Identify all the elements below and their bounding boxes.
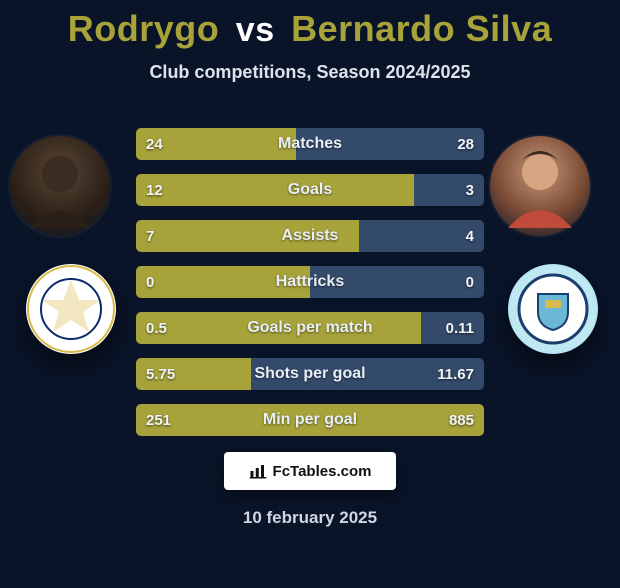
stat-bar-left <box>136 174 414 206</box>
stat-row: Hattricks00 <box>136 266 484 298</box>
stat-bar-right <box>421 312 484 344</box>
date-text: 10 february 2025 <box>0 508 620 528</box>
stat-bar-left <box>136 266 310 298</box>
player2-club-crest <box>508 264 598 354</box>
stat-bar-left <box>136 128 296 160</box>
stat-track <box>136 128 484 160</box>
stat-track <box>136 312 484 344</box>
stat-bar-left <box>136 312 421 344</box>
player1-avatar <box>10 136 110 236</box>
stat-row: Min per goal251885 <box>136 404 484 436</box>
branding-badge: FcTables.com <box>224 452 396 490</box>
branding-text: FcTables.com <box>273 463 372 480</box>
stat-bar-right <box>251 358 484 390</box>
stat-bar-right <box>310 266 484 298</box>
bar-chart-icon <box>249 462 267 480</box>
stat-bar-right <box>296 128 484 160</box>
comparison-bars: Matches2428 Goals123 Assists74 Hattricks00 G… <box>136 128 484 450</box>
stat-row: Assists74 <box>136 220 484 252</box>
player2-avatar <box>490 136 590 236</box>
stat-row: Shots per goal5.7511.67 <box>136 358 484 390</box>
stat-row: Goals per match0.50.11 <box>136 312 484 344</box>
subtitle-text: Club competitions, Season 2024/2025 <box>0 62 620 83</box>
stat-track <box>136 266 484 298</box>
stat-bar-left <box>136 220 359 252</box>
vs-label: vs <box>230 11 281 49</box>
stat-track <box>136 358 484 390</box>
stat-row: Goals123 <box>136 174 484 206</box>
club-crest-icon <box>508 264 598 354</box>
stat-bar-right <box>359 220 484 252</box>
stat-row: Matches2428 <box>136 128 484 160</box>
comparison-title: Rodrygo vs Bernardo Silva <box>0 8 620 50</box>
player1-name: Rodrygo <box>68 8 220 49</box>
stat-track <box>136 174 484 206</box>
stat-bar-left <box>136 358 251 390</box>
player1-club-crest <box>26 264 116 354</box>
club-crest-icon <box>26 264 116 354</box>
player2-name: Bernardo Silva <box>291 8 552 49</box>
stat-bar-right <box>414 174 484 206</box>
stat-track <box>136 404 484 436</box>
avatar-placeholder-icon <box>490 136 590 236</box>
avatar-placeholder-icon <box>10 136 110 236</box>
stat-track <box>136 220 484 252</box>
stat-bar-left <box>136 404 484 436</box>
